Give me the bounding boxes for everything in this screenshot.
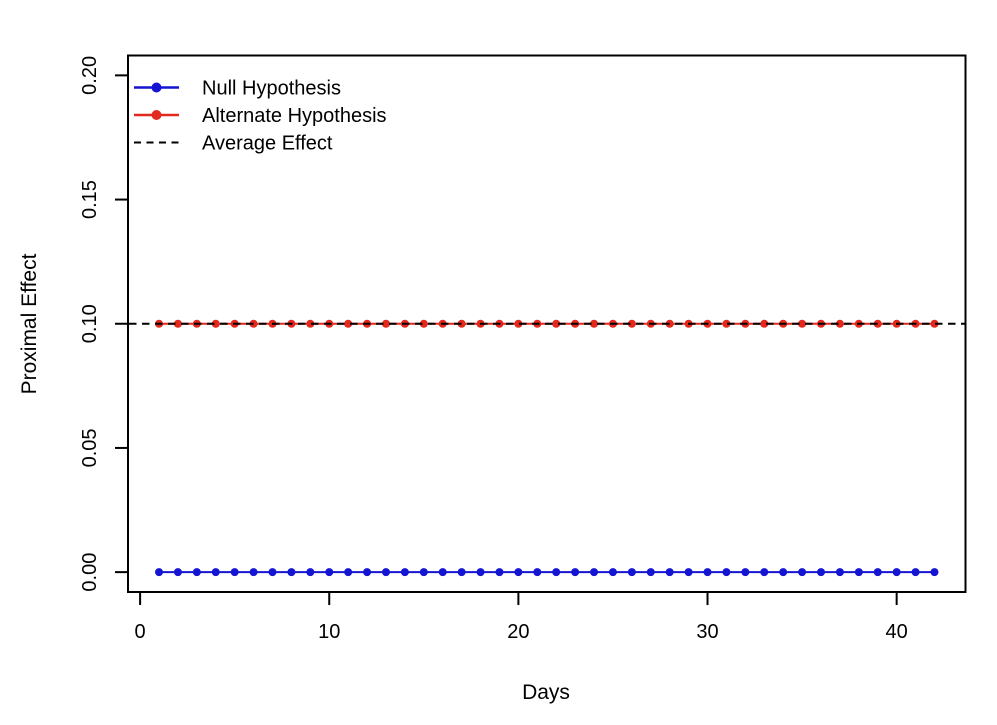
series-1-point-day-39 xyxy=(873,319,882,328)
series-0-point-day-38 xyxy=(854,568,863,577)
series-0-point-day-39 xyxy=(873,568,882,577)
series-1-point-day-26 xyxy=(627,319,636,328)
series-0-point-day-5 xyxy=(230,568,239,577)
x-tick-label: 10 xyxy=(318,621,340,643)
series-0-point-day-25 xyxy=(608,568,617,577)
x-axis-title: Days xyxy=(522,681,570,704)
series-0-point-day-29 xyxy=(684,568,693,577)
x-tick-label: 30 xyxy=(696,621,718,643)
legend-item-average-effect: Average Effect xyxy=(134,133,333,155)
x-tick-label: 20 xyxy=(507,621,529,643)
alternate-hypothesis-marker-icon xyxy=(151,110,162,120)
series-1-point-day-37 xyxy=(835,319,844,328)
legend-item-alternate-hypothesis: Alternate Hypothesis xyxy=(134,105,387,127)
series-1-point-day-22 xyxy=(552,319,561,328)
series-0-point-day-7 xyxy=(268,568,277,577)
series-0-point-day-13 xyxy=(381,568,390,577)
series-0-point-day-9 xyxy=(306,568,315,577)
series-0-point-day-1 xyxy=(155,568,164,577)
series-0-point-day-21 xyxy=(533,568,542,577)
y-tick-label: 0.10 xyxy=(79,304,101,343)
series-0-point-day-20 xyxy=(514,568,523,577)
series-0-point-day-19 xyxy=(495,568,504,577)
legend: Null Hypothesis Alternate Hypothesis Ave… xyxy=(134,78,387,155)
series-0-point-day-16 xyxy=(438,568,447,577)
series-0-point-day-14 xyxy=(400,568,409,577)
series-1-point-day-31 xyxy=(722,319,731,328)
series-0-point-day-31 xyxy=(722,568,731,577)
null-hypothesis-marker-icon xyxy=(151,82,162,93)
series-1-point-day-11 xyxy=(344,319,353,328)
series-0-point-day-41 xyxy=(911,568,920,577)
series-1-point-day-20 xyxy=(514,319,523,328)
series-1-point-day-6 xyxy=(249,319,258,328)
y-tick-label: 0.05 xyxy=(79,428,101,467)
legend-item-null-hypothesis: Null Hypothesis xyxy=(134,78,341,100)
series-0-point-day-27 xyxy=(646,568,655,577)
series-0-point-day-32 xyxy=(741,568,750,577)
x-tick-label: 0 xyxy=(135,621,146,643)
series-0-point-day-23 xyxy=(571,568,580,577)
series-0-point-day-4 xyxy=(211,568,220,577)
series-0-point-day-40 xyxy=(892,568,901,577)
series-0-point-day-6 xyxy=(249,568,258,577)
series-1-point-day-33 xyxy=(760,319,769,328)
series-0-point-day-18 xyxy=(476,568,485,577)
series-1-point-day-2 xyxy=(173,319,182,328)
y-tick-label: 0.20 xyxy=(79,56,101,95)
series-1-point-day-17 xyxy=(457,319,466,328)
series-0-point-day-37 xyxy=(835,568,844,577)
legend-label-null-hypothesis: Null Hypothesis xyxy=(202,78,341,100)
data-series-layer xyxy=(155,319,939,577)
series-1-point-day-4 xyxy=(211,319,220,328)
series-0-point-day-42 xyxy=(930,568,939,577)
series-0-point-day-26 xyxy=(627,568,636,577)
y-tick-label: 0.15 xyxy=(79,180,101,219)
series-0-point-day-22 xyxy=(552,568,561,577)
y-axis-title: Proximal Effect xyxy=(18,253,41,394)
series-1-point-day-24 xyxy=(590,319,599,328)
series-0-point-day-10 xyxy=(325,568,334,577)
series-1-point-day-35 xyxy=(798,319,807,328)
x-tick-label: 40 xyxy=(886,621,908,643)
series-1-point-day-13 xyxy=(381,319,390,328)
series-0-point-day-30 xyxy=(703,568,712,577)
y-axis: 0.00 0.05 0.10 0.15 0.20 xyxy=(79,56,127,592)
x-axis: 0 10 20 30 40 xyxy=(135,593,908,643)
series-0-point-day-8 xyxy=(287,568,296,577)
series-0-point-day-2 xyxy=(173,568,182,577)
y-tick-label: 0.00 xyxy=(79,553,101,592)
series-1-point-day-28 xyxy=(665,319,674,328)
series-0-point-day-11 xyxy=(344,568,353,577)
series-0-point-day-15 xyxy=(419,568,428,577)
legend-label-alternate-hypothesis: Alternate Hypothesis xyxy=(202,105,387,127)
series-0-point-day-36 xyxy=(816,568,825,577)
series-1-point-day-42 xyxy=(930,319,939,328)
plot-box xyxy=(127,54,967,593)
series-0-point-day-3 xyxy=(192,568,201,577)
series-1-point-day-9 xyxy=(306,319,315,328)
series-0-point-day-12 xyxy=(363,568,372,577)
series-1-point-day-15 xyxy=(419,319,428,328)
series-0-point-day-34 xyxy=(779,568,788,577)
series-0-point-day-33 xyxy=(760,568,769,577)
series-0-point-day-35 xyxy=(798,568,807,577)
legend-label-average-effect: Average Effect xyxy=(202,133,333,155)
series-0-point-day-24 xyxy=(590,568,599,577)
series-0-point-day-17 xyxy=(457,568,466,577)
series-0-point-day-28 xyxy=(665,568,674,577)
